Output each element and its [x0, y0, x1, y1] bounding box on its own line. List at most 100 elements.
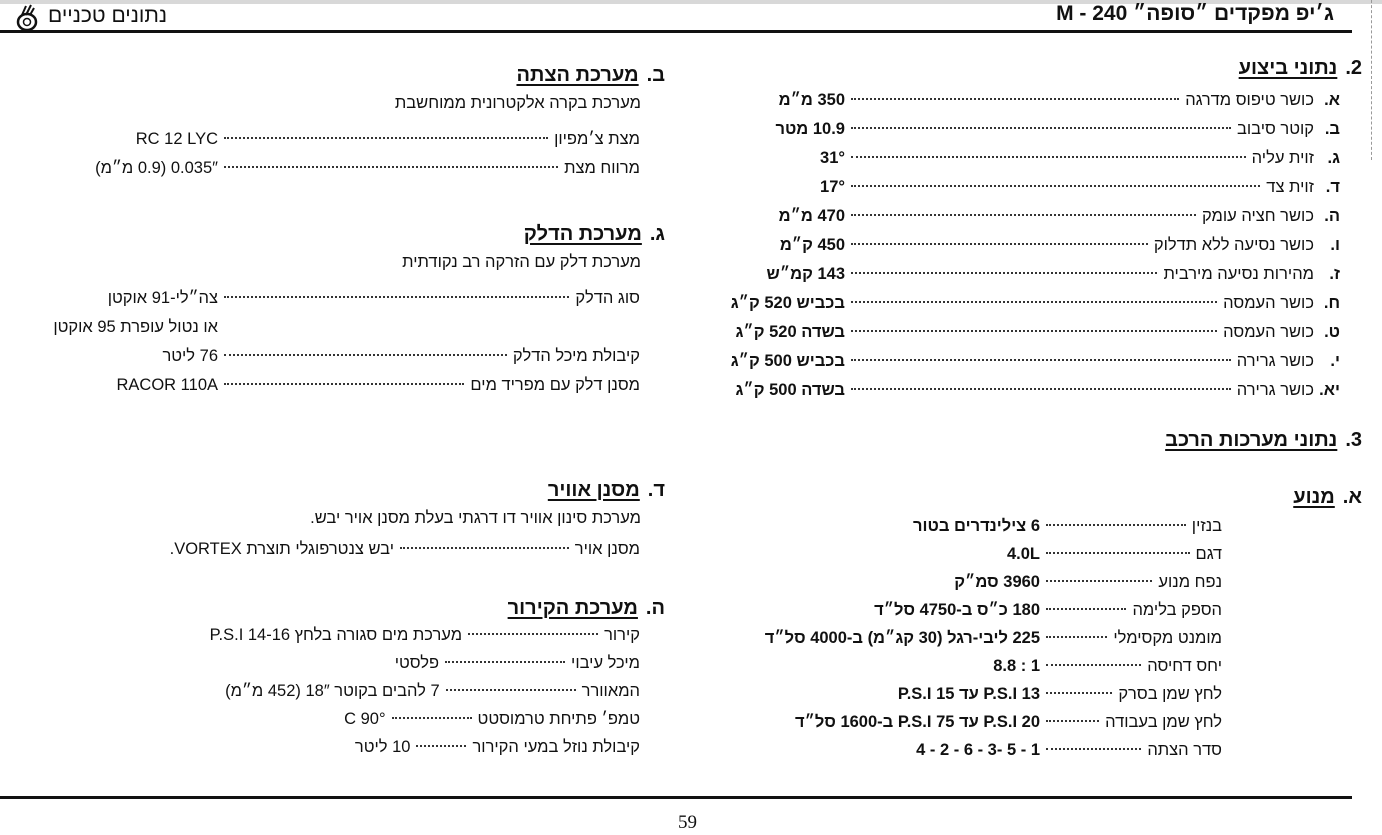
spec-label: קיבולת נוזל במעי הקירור	[472, 738, 640, 756]
spec-value: 10.9 מטר	[775, 120, 845, 138]
spec-value: יבש צנטרפוגלי תוצרת VORTEX.	[169, 540, 394, 558]
spec-label: כושר נסיעה ללא תדלוק	[1153, 236, 1314, 254]
item-marker: א.	[1324, 91, 1340, 109]
leader-dots	[1046, 748, 1142, 750]
leader-dots	[224, 296, 570, 298]
spec-label: מסנן אויר	[574, 540, 640, 558]
spec-row: מצת צ׳מפיון RC 12 LYC	[40, 125, 640, 154]
item-marker: יא.	[1319, 381, 1340, 399]
leader-dots	[224, 354, 507, 356]
spec-label: זוית צד	[1266, 178, 1314, 196]
air-filter-heading: ד. מסנן אוויר	[547, 478, 665, 501]
spec-value: 31°	[820, 149, 845, 167]
spec-value: 143 קמ״ש	[766, 265, 845, 283]
spec-row: או נטול עופרת 95 אוקטן	[40, 313, 640, 342]
spec-label: קירור	[604, 626, 640, 644]
spec-value: בכביש 520 ק״ג	[730, 294, 845, 312]
spec-row: יא. כושר גרירה בשדה 500 ק״ג	[700, 376, 1340, 405]
spec-value: 6 צילינדרים בטור	[913, 517, 1040, 535]
spec-row: סדר הצתה 1 - 5 -3 - 6 - 2 - 4	[700, 736, 1222, 764]
spec-value: מערכת מים סגורה בלחץ 14-16 P.S.I	[209, 626, 463, 644]
spec-value: בכביש 500 ק״ג	[730, 352, 845, 370]
spec-value: בשדה 520 ק״ג	[735, 323, 845, 341]
spec-label: כושר חציה עומק	[1201, 207, 1314, 225]
spec-row: מסנן אויר יבש צנטרפוגלי תוצרת VORTEX.	[6, 535, 640, 564]
spec-label: מצת צ׳מפיון	[554, 130, 640, 148]
spec-label: כושר טיפוס מדרגה	[1185, 91, 1314, 109]
leader-dots	[1046, 524, 1186, 526]
spec-label: טמפ׳ פתיחת טרמוסטט	[477, 710, 640, 728]
spec-value: 7 להבים בקוטר 18″ (452 מ״מ)	[225, 682, 440, 700]
page-number: 59	[678, 812, 697, 833]
spec-row: ט. כושר העמסה בשדה 520 ק״ג	[700, 318, 1340, 347]
spec-label: מסנן דלק עם מפריד מים	[470, 376, 640, 394]
spec-value: 20 P.S.I עד 75 P.S.I ב-1600 סל״ד	[795, 713, 1040, 731]
ignition-list: מצת צ׳מפיון RC 12 LYC מרווח מצת 0.035″ (0.9…	[40, 125, 640, 183]
scan-top-edge	[0, 0, 1382, 4]
spec-label: כושר גרירה	[1236, 352, 1314, 370]
spec-row: יחס דחיסה 1 : 8.8	[700, 652, 1222, 680]
spec-row: טמפ׳ פתיחת טרמוסטט 90° C	[16, 705, 640, 733]
ignition-heading: ב. מערכת הצתה	[516, 63, 665, 86]
leader-dots	[851, 214, 1196, 216]
spec-value: 470 מ״מ	[778, 207, 845, 225]
scan-margin-line	[1371, 0, 1372, 160]
spec-label: הספק בלימה	[1132, 601, 1222, 619]
leader-dots	[445, 661, 566, 663]
spec-value: 3960 סמ״ק	[954, 573, 1040, 591]
spec-row: ח. כושר העמסה בכביש 520 ק״ג	[700, 289, 1340, 318]
leader-dots	[1046, 720, 1100, 722]
engine-list: בנזין 6 צילינדרים בטור דגם 4.0L נפח מנוע 3960…	[700, 512, 1222, 764]
spec-row: י. כושר גרירה בכביש 500 ק״ג	[700, 347, 1340, 376]
leader-dots	[851, 156, 1246, 158]
leader-dots	[851, 359, 1231, 361]
spec-value: 0.035″ (0.9 מ״מ)	[95, 159, 218, 177]
leader-dots	[851, 272, 1158, 274]
item-marker: ז.	[1329, 265, 1340, 283]
leader-dots	[851, 301, 1218, 303]
spec-label: קוטר סיבוב	[1237, 120, 1314, 138]
item-marker: ח.	[1323, 294, 1340, 312]
systems-heading: 3. נתוני מערכות הרכב	[1165, 428, 1362, 451]
fuel-description: מערכת דלק עם הזרקה רב נקודתית	[402, 253, 641, 271]
cooling-list: קירור מערכת מים סגורה בלחץ 14-16 P.S.I מיכ…	[16, 621, 640, 761]
leader-dots	[1046, 692, 1113, 694]
leader-dots	[1046, 580, 1153, 582]
leader-dots	[224, 166, 559, 168]
fuel-section: ג. מערכת הדלק מערכת דלק עם הזרקה רב נקוד…	[65, 220, 665, 277]
spec-label: קיבולת מיכל הדלק	[512, 347, 640, 365]
spec-value: 17°	[820, 178, 845, 196]
air-filter-section: ד. מסנן אוויר מערכת סינון אוויר דו דרגתי…	[0, 476, 665, 533]
leader-dots	[851, 127, 1231, 129]
spec-label: לחץ שמן בסרק	[1118, 685, 1222, 703]
spec-value: 10 ליטר	[354, 738, 411, 756]
spec-value: RACOR 110A	[116, 376, 218, 394]
spec-value: 450 ק״מ	[779, 236, 845, 254]
leader-dots	[1046, 608, 1127, 610]
spec-label: בנזין	[1191, 517, 1222, 535]
cooling-section: ה. מערכת הקירור	[65, 594, 665, 622]
performance-section: 2. נתוני ביצוע	[700, 54, 1362, 82]
spec-row: ב. קוטר סיבוב 10.9 מטר	[700, 115, 1340, 144]
spec-label: כושר העמסה	[1223, 294, 1314, 312]
leader-dots	[851, 98, 1180, 100]
spec-row: ה. כושר חציה עומק 470 מ״מ	[700, 202, 1340, 231]
spec-row: קירור מערכת מים סגורה בלחץ 14-16 P.S.I	[16, 621, 640, 649]
spec-label: סדר הצתה	[1147, 741, 1222, 759]
item-marker: ד.	[1325, 178, 1340, 196]
spec-row: מסנן דלק עם מפריד מים RACOR 110A	[40, 371, 640, 400]
spec-row: א. כושר טיפוס מדרגה 350 מ״מ	[700, 86, 1340, 115]
engine-section: א. מנוע	[700, 483, 1362, 511]
spec-value: 76 ליטר	[162, 347, 218, 365]
item-marker: י.	[1330, 352, 1340, 370]
spec-label: זוית עליה	[1251, 149, 1314, 167]
spec-label: לחץ שמן בעבודה	[1105, 713, 1222, 731]
spec-row: סוג הדלק צה״לי-91 אוקטן	[40, 284, 640, 313]
document-title: ג׳יפ מפקדים ״סופה״ M - 240	[1056, 2, 1334, 25]
leader-dots	[1046, 552, 1190, 554]
spec-row: ג. זוית עליה 31°	[700, 144, 1340, 173]
fuel-heading: ג. מערכת הדלק	[523, 222, 665, 245]
item-marker: ט.	[1324, 323, 1340, 341]
spec-label: יחס דחיסה	[1147, 657, 1222, 675]
leader-dots	[416, 745, 467, 747]
